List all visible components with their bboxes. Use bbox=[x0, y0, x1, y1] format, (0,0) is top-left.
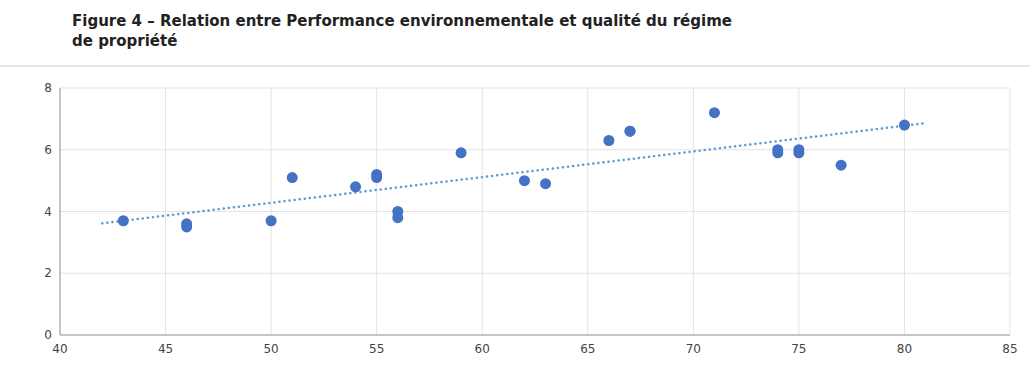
y-tick-label: 0 bbox=[44, 328, 52, 342]
scatter-point bbox=[772, 144, 783, 155]
x-grid-line bbox=[1010, 88, 1011, 335]
x-tick-label: 45 bbox=[158, 342, 173, 356]
scatter-point bbox=[625, 126, 636, 137]
title-line: Figure 4 – Relation entre Performance en… bbox=[72, 12, 732, 30]
x-grid-line bbox=[587, 88, 588, 335]
trend-line bbox=[102, 123, 925, 223]
y-grid-line bbox=[60, 149, 1010, 150]
x-grid-line bbox=[798, 88, 799, 335]
x-grid-line bbox=[60, 88, 61, 335]
title-separator bbox=[0, 66, 1030, 67]
y-axis-line bbox=[60, 88, 61, 335]
x-tick-label: 55 bbox=[369, 342, 384, 356]
x-tick-label: 60 bbox=[475, 342, 490, 356]
y-tick-label: 2 bbox=[44, 266, 52, 280]
x-tick-label: 85 bbox=[1002, 342, 1017, 356]
y-grid-line bbox=[60, 335, 1010, 336]
axes: 0 2 4 6 8 40 45 50 55 60 65 70 75 80 85 bbox=[44, 81, 1017, 356]
title-line: de propriété bbox=[72, 32, 177, 50]
scatter-point bbox=[118, 215, 129, 226]
scatter-point bbox=[625, 126, 636, 137]
scatter-point bbox=[519, 175, 530, 186]
y-grid-line bbox=[60, 273, 1010, 274]
x-grid-line bbox=[165, 88, 166, 335]
x-grid-line bbox=[271, 88, 272, 335]
x-grid-line bbox=[693, 88, 694, 335]
x-axis-line bbox=[60, 335, 1010, 336]
x-tick-label: 40 bbox=[52, 342, 67, 356]
x-tick-label: 50 bbox=[263, 342, 278, 356]
scatter-point bbox=[709, 107, 720, 118]
y-tick-label: 4 bbox=[44, 205, 52, 219]
y-grid-line bbox=[60, 88, 1010, 89]
scatter-point bbox=[456, 147, 467, 158]
scatter-point bbox=[266, 215, 277, 226]
scatter-point bbox=[392, 206, 403, 217]
scatter-point bbox=[181, 221, 192, 232]
x-tick-label: 75 bbox=[791, 342, 806, 356]
scatter-point bbox=[793, 147, 804, 158]
x-tick-label: 65 bbox=[580, 342, 595, 356]
scatter-point bbox=[350, 181, 361, 192]
scatter-point bbox=[836, 160, 847, 171]
scatter-point bbox=[540, 178, 551, 189]
x-tick-label: 70 bbox=[686, 342, 701, 356]
scatter-point bbox=[371, 172, 382, 183]
y-tick-label: 6 bbox=[44, 143, 52, 157]
grid bbox=[60, 88, 1010, 335]
scatter-point bbox=[603, 135, 614, 146]
chart-container: Figure 4 – Relation entre Performance en… bbox=[0, 0, 1030, 368]
chart-svg: Figure 4 – Relation entre Performance en… bbox=[0, 0, 1030, 368]
scatter-point bbox=[899, 120, 910, 131]
scatter-point bbox=[287, 172, 298, 183]
x-grid-line bbox=[376, 88, 377, 335]
chart-title: Figure 4 – Relation entre Performance en… bbox=[72, 12, 732, 50]
x-grid-line bbox=[482, 88, 483, 335]
x-tick-label: 80 bbox=[897, 342, 912, 356]
plot-area bbox=[102, 107, 925, 232]
y-tick-label: 8 bbox=[44, 81, 52, 95]
